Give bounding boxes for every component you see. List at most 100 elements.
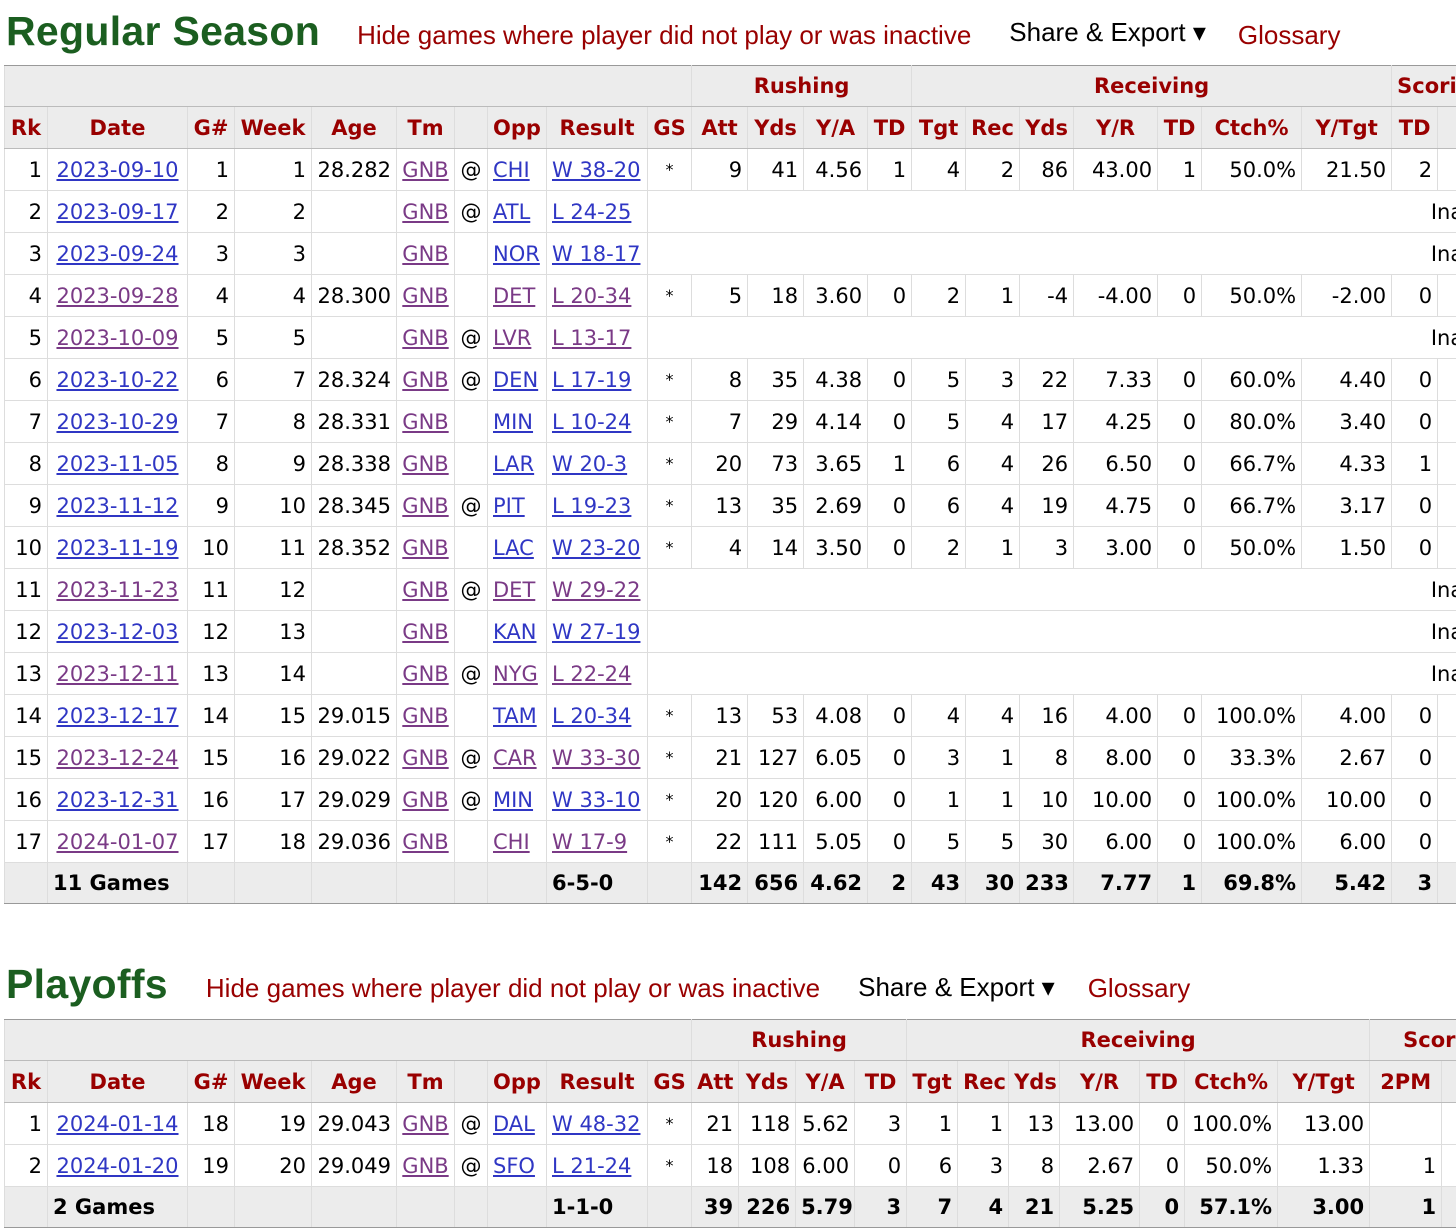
column-header[interactable] <box>454 1060 488 1103</box>
opponent-link[interactable]: LAR <box>493 451 535 476</box>
date-link[interactable]: 2023-10-29 <box>56 409 179 434</box>
team-link[interactable]: GNB <box>402 199 449 224</box>
team-link[interactable]: GNB <box>402 787 449 812</box>
date-link[interactable]: 2023-11-05 <box>56 451 179 476</box>
date-link[interactable]: 2024-01-14 <box>56 1111 179 1136</box>
date-link[interactable]: 2023-11-12 <box>56 493 179 518</box>
column-header[interactable]: Date <box>47 106 188 149</box>
opponent-link[interactable]: NOR <box>493 241 540 266</box>
column-header[interactable]: G# <box>187 1060 235 1103</box>
column-header[interactable]: Rk <box>4 1060 48 1103</box>
team-link[interactable]: GNB <box>402 1153 449 1178</box>
column-header[interactable]: Y/Tgt <box>1277 1060 1371 1103</box>
date-link[interactable]: 2023-10-09 <box>56 325 179 350</box>
column-header[interactable]: Week <box>234 1060 312 1103</box>
column-header[interactable]: Yds <box>1008 1060 1061 1103</box>
column-header[interactable]: Y/A <box>795 1060 856 1103</box>
column-header[interactable]: TD <box>1139 1060 1186 1103</box>
date-link[interactable]: 2024-01-20 <box>56 1153 179 1178</box>
opponent-link[interactable]: CHI <box>493 157 530 182</box>
share-export-menu[interactable]: Share & Export ▾ <box>1009 17 1206 47</box>
date-link[interactable]: 2023-12-03 <box>56 619 179 644</box>
team-link[interactable]: GNB <box>402 409 449 434</box>
boxscore-link[interactable]: W 48-32 <box>552 1111 641 1136</box>
team-link[interactable]: GNB <box>402 535 449 560</box>
boxscore-link[interactable]: L 20-34 <box>552 703 632 728</box>
boxscore-link[interactable]: L 10-24 <box>552 409 632 434</box>
column-header[interactable]: Yds <box>747 106 805 149</box>
opponent-link[interactable]: DET <box>493 577 536 602</box>
column-header[interactable]: G# <box>187 106 235 149</box>
column-header[interactable]: Y/A <box>803 106 869 149</box>
team-link[interactable]: GNB <box>402 745 449 770</box>
column-header[interactable]: Age <box>311 106 397 149</box>
hide-inactive-toggle[interactable]: Hide games where player did not play or … <box>205 973 821 1003</box>
column-header[interactable] <box>454 106 488 149</box>
column-header[interactable]: Result <box>546 1060 648 1103</box>
date-link[interactable]: 2024-01-07 <box>56 829 179 854</box>
boxscore-link[interactable]: W 27-19 <box>552 619 641 644</box>
column-header[interactable]: Week <box>234 106 312 149</box>
column-header[interactable]: Opp <box>487 106 547 149</box>
opponent-link[interactable]: PIT <box>493 493 525 518</box>
column-header[interactable]: Yds <box>738 1060 797 1103</box>
opponent-link[interactable]: DET <box>493 283 536 308</box>
column-header[interactable]: TD <box>854 1060 908 1103</box>
date-link[interactable]: 2023-12-31 <box>56 787 179 812</box>
column-header[interactable]: Pts <box>1437 106 1456 149</box>
date-link[interactable]: 2023-12-24 <box>56 745 179 770</box>
boxscore-link[interactable]: W 33-10 <box>552 787 641 812</box>
team-link[interactable]: GNB <box>402 661 449 686</box>
glossary-link[interactable]: Glossary <box>1087 973 1191 1003</box>
column-header[interactable]: GS <box>646 106 693 149</box>
column-header[interactable]: Rk <box>4 106 48 149</box>
column-header[interactable]: Y/R <box>1073 106 1159 149</box>
team-link[interactable]: GNB <box>402 157 449 182</box>
boxscore-link[interactable]: L 17-19 <box>552 367 632 392</box>
column-header[interactable]: Date <box>47 1060 188 1103</box>
column-header[interactable]: Tm <box>396 1060 455 1103</box>
opponent-link[interactable]: NYG <box>493 661 538 686</box>
date-link[interactable]: 2023-09-17 <box>56 199 179 224</box>
date-link[interactable]: 2023-09-10 <box>56 157 179 182</box>
team-link[interactable]: GNB <box>402 703 449 728</box>
column-header[interactable]: Tgt <box>911 106 967 149</box>
team-link[interactable]: GNB <box>402 1111 449 1136</box>
column-header[interactable]: TD <box>867 106 913 149</box>
opponent-link[interactable]: MIN <box>493 409 534 434</box>
column-header[interactable]: Ctch% <box>1201 106 1303 149</box>
boxscore-link[interactable]: L 24-25 <box>552 199 632 224</box>
boxscore-link[interactable]: L 13-17 <box>552 325 632 350</box>
column-header[interactable]: GS <box>646 1060 693 1103</box>
date-link[interactable]: 2023-12-11 <box>56 661 179 686</box>
column-header[interactable]: TD <box>1391 106 1439 149</box>
date-link[interactable]: 2023-10-22 <box>56 367 179 392</box>
team-link[interactable]: GNB <box>402 577 449 602</box>
opponent-link[interactable]: CHI <box>493 829 530 854</box>
opponent-link[interactable]: TAM <box>493 703 537 728</box>
boxscore-link[interactable]: W 17-9 <box>552 829 628 854</box>
column-header[interactable]: Ctch% <box>1184 1060 1279 1103</box>
boxscore-link[interactable]: L 21-24 <box>552 1153 632 1178</box>
column-header[interactable]: 2PM <box>1369 1060 1443 1103</box>
team-link[interactable]: GNB <box>402 367 449 392</box>
column-header[interactable]: Age <box>311 1060 397 1103</box>
boxscore-link[interactable]: W 23-20 <box>552 535 641 560</box>
date-link[interactable]: 2023-11-23 <box>56 577 179 602</box>
column-header[interactable]: TD <box>1157 106 1203 149</box>
column-header[interactable]: Att <box>691 1060 740 1103</box>
team-link[interactable]: GNB <box>402 241 449 266</box>
opponent-link[interactable]: KAN <box>493 619 537 644</box>
boxscore-link[interactable]: W 20-3 <box>552 451 628 476</box>
boxscore-link[interactable]: W 33-30 <box>552 745 641 770</box>
boxscore-link[interactable]: W 18-17 <box>552 241 641 266</box>
opponent-link[interactable]: DAL <box>493 1111 535 1136</box>
opponent-link[interactable]: CAR <box>493 745 537 770</box>
column-header[interactable]: Y/Tgt <box>1301 106 1393 149</box>
opponent-link[interactable]: MIN <box>493 787 534 812</box>
opponent-link[interactable]: ATL <box>493 199 531 224</box>
team-link[interactable]: GNB <box>402 493 449 518</box>
date-link[interactable]: 2023-11-19 <box>56 535 179 560</box>
share-export-menu[interactable]: Share & Export ▾ <box>858 972 1055 1002</box>
opponent-link[interactable]: DEN <box>493 367 539 392</box>
